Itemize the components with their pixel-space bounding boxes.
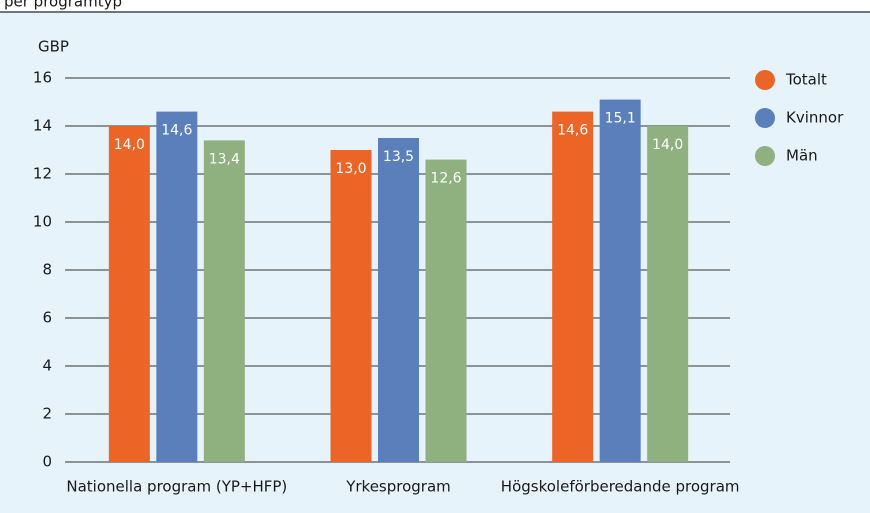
y-tick-label: 6 [42,309,52,327]
y-tick-label: 16 [33,69,52,87]
value-label: 14,0 [114,137,145,153]
bar [330,150,372,462]
y-tick-label: 14 [33,117,52,135]
x-tick-label: Högskoleförberedande program [501,478,740,496]
value-label: 13,5 [383,149,414,165]
y-tick-label: 8 [42,261,52,279]
bar [108,126,150,462]
y-tick-label: 2 [42,405,52,423]
chart-title: per programtyp [4,0,122,11]
value-label: 13,4 [209,151,240,167]
bar [599,99,641,462]
value-label: 12,6 [430,171,461,187]
legend-swatch [755,108,775,128]
x-tick-label: Yrkesprogram [345,478,451,496]
legend-swatch [755,146,775,166]
y-tick-label: 12 [33,165,52,183]
bar [156,111,198,462]
y-axis-label: GBP [38,38,69,56]
legend-label: Totalt [785,71,827,89]
legend-swatch [755,70,775,90]
x-tick-label: Nationella program (YP+HFP) [66,478,287,496]
value-label: 13,0 [335,161,366,177]
y-tick-label: 10 [33,213,52,231]
value-label: 15,1 [605,111,636,127]
legend-label: Kvinnor [786,109,844,127]
bar [647,126,689,462]
bar [552,111,594,462]
value-label: 14,6 [557,123,588,139]
legend-label: Män [786,147,818,165]
y-tick-label: 0 [42,453,52,471]
bar [203,140,245,462]
value-label: 14,0 [652,137,683,153]
bar [378,138,419,462]
bar [425,159,467,462]
y-tick-label: 4 [42,357,52,375]
value-label: 14,6 [161,123,192,139]
